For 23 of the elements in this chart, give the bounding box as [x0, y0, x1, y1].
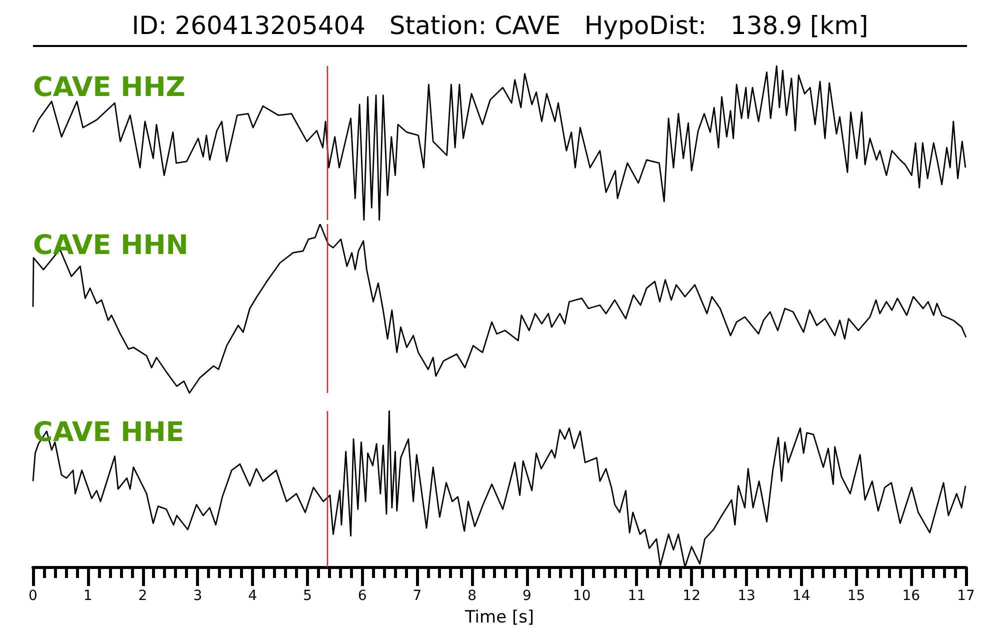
- x-tick-label: 12: [682, 588, 700, 604]
- chart-title: ID: 260413205404 Station: CAVE HypoDist: 138.9 [km]: [132, 11, 868, 40]
- x-tick-label: 1: [83, 588, 92, 604]
- x-tick-label: 13: [738, 588, 756, 604]
- x-tick-label: 16: [902, 588, 920, 604]
- x-tick-label: 5: [302, 588, 312, 604]
- x-tick-label: 0: [28, 588, 38, 604]
- x-tick-label: 3: [193, 588, 202, 604]
- x-tick-label: 4: [248, 588, 258, 604]
- x-tick-label: 9: [522, 588, 532, 604]
- x-tick-label: 6: [358, 588, 367, 604]
- x-tick-label: 11: [628, 588, 646, 604]
- series-label: CAVE HHN: [33, 230, 188, 261]
- x-tick-label: 2: [138, 588, 148, 604]
- x-tick-label: 14: [792, 588, 810, 604]
- series-label: CAVE HHZ: [33, 72, 186, 103]
- series-label: CAVE HHE: [33, 417, 184, 448]
- x-tick-label: 7: [412, 588, 422, 604]
- x-axis-title: Time [s]: [464, 608, 534, 628]
- x-tick-label: 10: [572, 588, 591, 604]
- x-tick-label: 15: [847, 588, 866, 604]
- x-tick-label: 17: [957, 588, 975, 604]
- x-tick-label: 8: [468, 588, 477, 604]
